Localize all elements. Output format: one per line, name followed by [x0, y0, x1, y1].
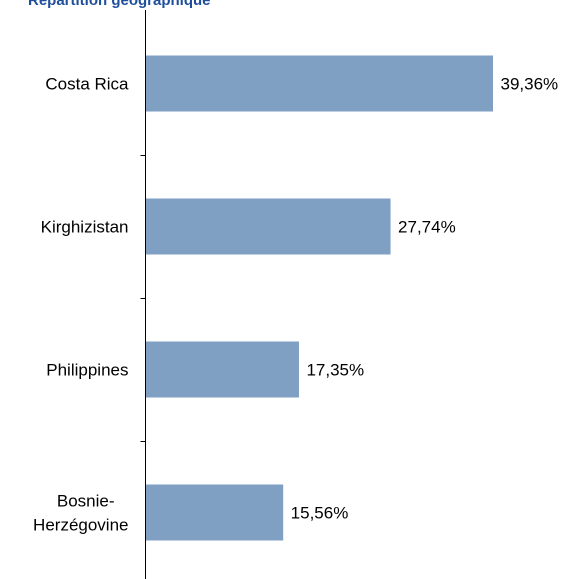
data-label: 15,56% [291, 504, 349, 523]
bar-costa-rica [146, 55, 493, 112]
bars [146, 55, 493, 541]
data-label: 27,74% [398, 218, 456, 237]
labels: 39,36% Costa Rica 27,74% Kirghizistan 17,35%… [33, 75, 558, 535]
axis-ticks [140, 155, 146, 442]
bar-kirghizistan [146, 198, 391, 255]
category-label: Kirghizistan [41, 218, 129, 237]
category-label: Costa Rica [45, 75, 129, 94]
bar-bosnie-herz-govine [146, 484, 284, 541]
data-label: 17,35% [306, 361, 364, 380]
data-label: 39,36% [501, 75, 559, 94]
chart-title: Répartition géographique [28, 0, 211, 9]
category-label: Bosnie-Herzégovine [33, 492, 128, 535]
category-label: Philippines [46, 361, 128, 380]
bar-philippines [146, 341, 299, 398]
